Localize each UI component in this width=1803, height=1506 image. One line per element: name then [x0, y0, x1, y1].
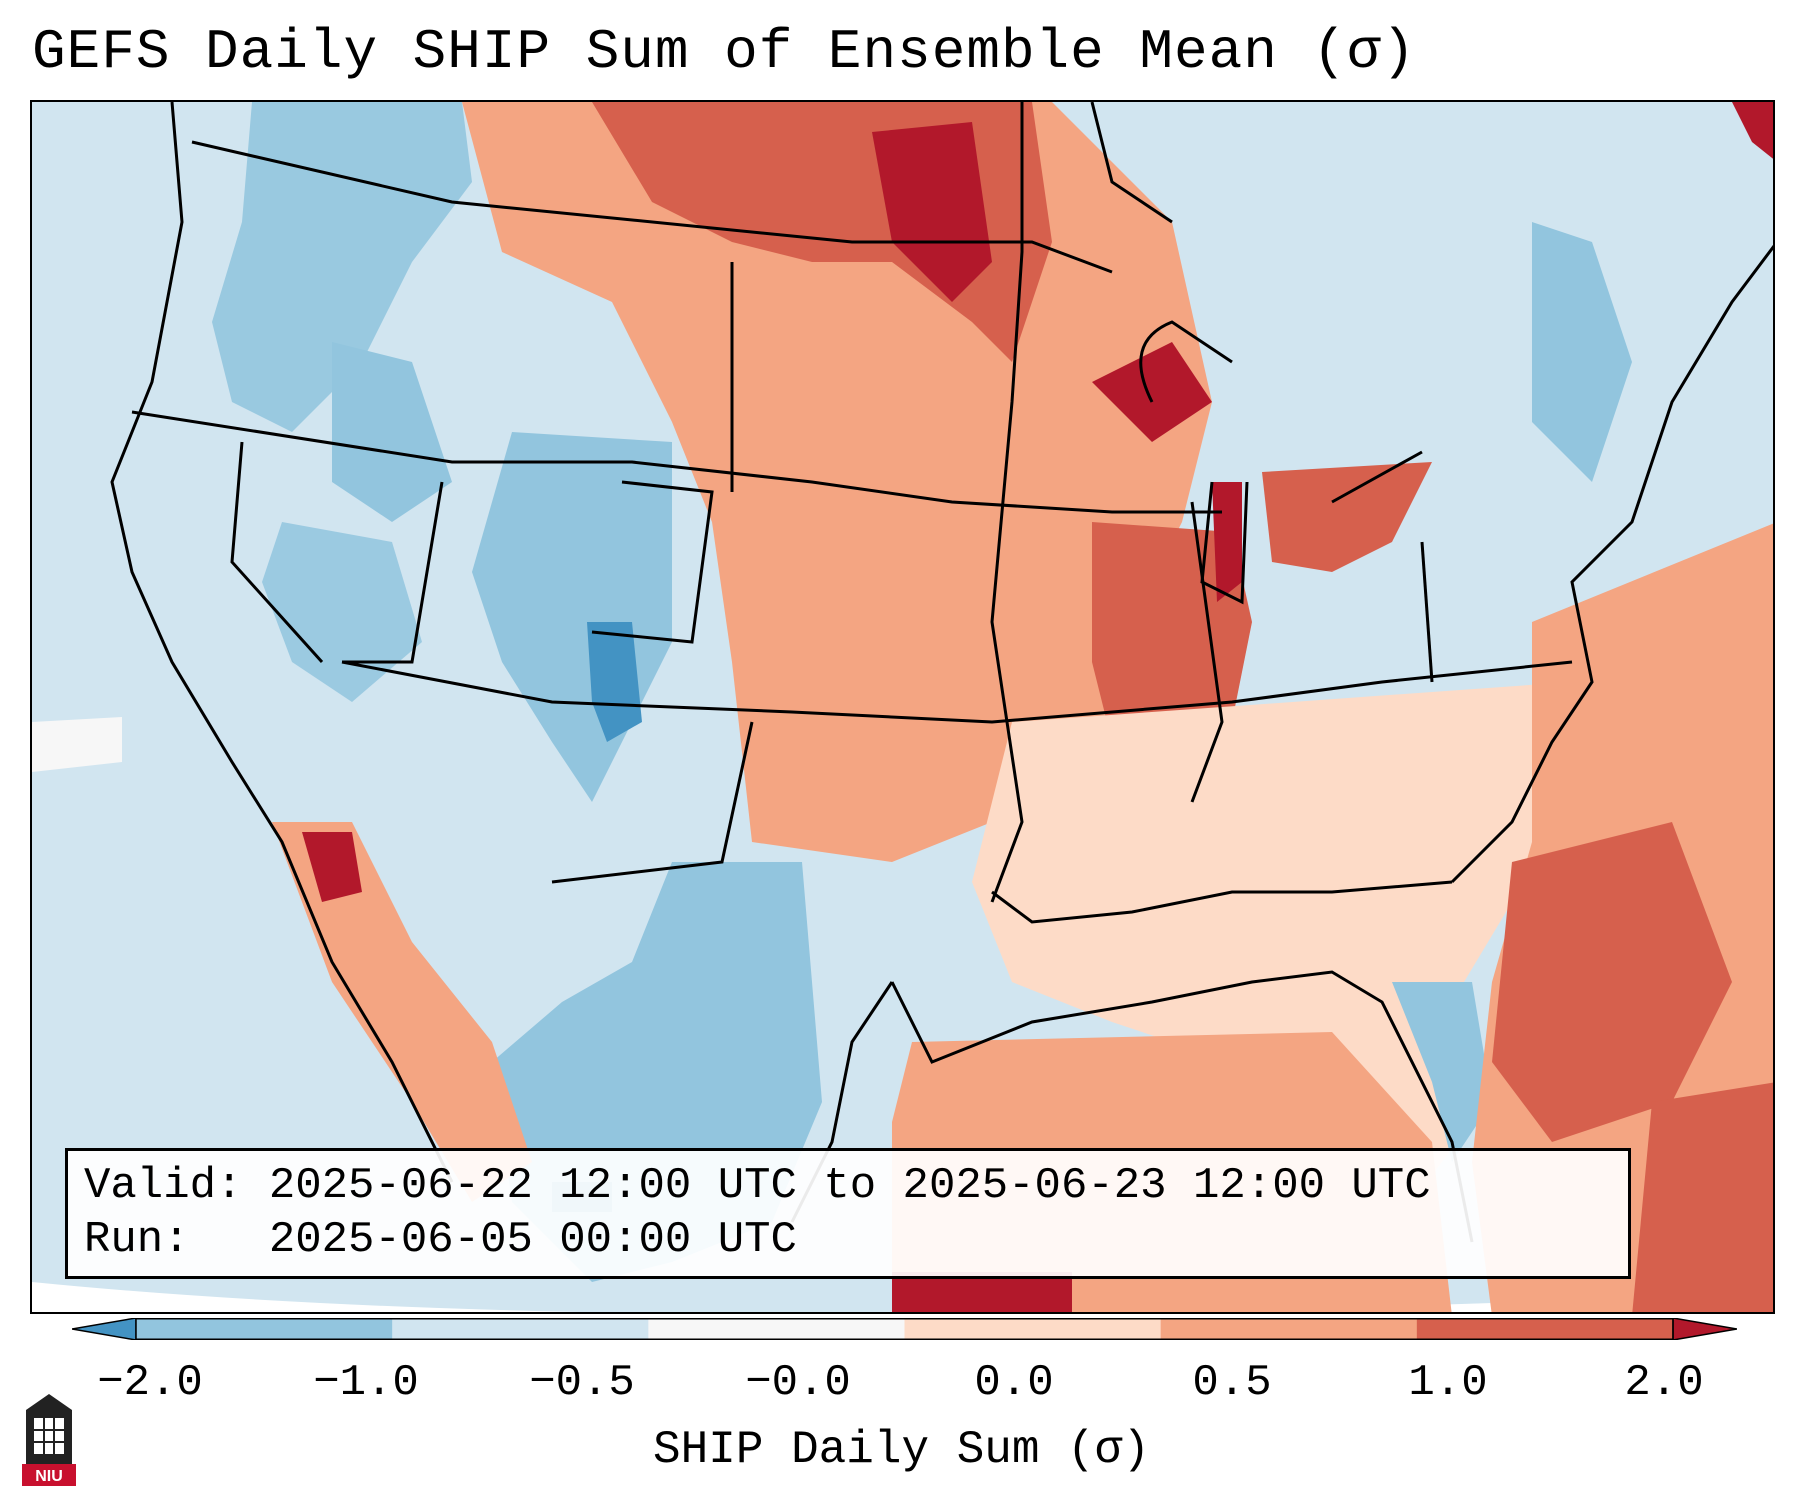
run-time-text: Run: 2025-06-05 00:00 UTC: [84, 1215, 797, 1265]
ne-corner-max: [1732, 102, 1773, 159]
gulf-coastline: [890, 970, 1474, 1243]
valid-time-text: Valid: 2025-06-22 12:00 UTC to 2025-06-2…: [84, 1161, 1431, 1211]
colorbar-extend-high: [1672, 1318, 1737, 1340]
map-panel: [30, 100, 1775, 1314]
quebec-negative-region: [1532, 222, 1632, 482]
canada-border: [191, 140, 1113, 274]
colorbar-outline: [135, 1318, 1674, 1340]
gulf-coast-states: [991, 880, 1453, 924]
socal-max-positive: [302, 832, 362, 902]
utah-border: [342, 481, 444, 664]
colorbar-segment: [392, 1318, 649, 1340]
atlantic-strong-positive: [1492, 822, 1732, 1142]
lake-erie-outline: [1331, 450, 1423, 504]
state-line-mid: [341, 660, 1573, 724]
niu-logo-icon: NIU: [22, 1394, 76, 1486]
florida-negative-region: [1392, 982, 1492, 1162]
nw-negative-region: [212, 102, 472, 432]
lake-superior-outline: [1139, 320, 1233, 403]
colorbar-tick-label: 0.0: [974, 1358, 1054, 1408]
map-title: GEFS Daily SHIP Sum of Ensemble Mean (σ): [32, 20, 1417, 84]
michigan-ohio-positive: [1262, 462, 1432, 572]
lake-michigan-outline: [1200, 481, 1249, 605]
colorbar-segment: [904, 1318, 1162, 1340]
colorbar-tick-label: 2.0: [1624, 1358, 1704, 1408]
colorado-strong-negative: [587, 622, 642, 742]
hudson-bay-edge: [1090, 102, 1173, 224]
colorbar-segment: [1160, 1318, 1418, 1340]
colorbar-label: SHIP Daily Sum (σ): [653, 1424, 1150, 1476]
idaho-negative-region: [332, 342, 452, 522]
ohio-border: [1420, 541, 1434, 683]
colorbar-tick-label: −0.0: [745, 1358, 851, 1408]
central-state-divider: [990, 102, 1024, 903]
ship-anomaly-map: [32, 102, 1773, 1312]
neutral-patch: [32, 717, 122, 772]
nevada-negative-region: [262, 522, 422, 702]
atlantic-coastline: [1450, 244, 1773, 884]
lake-superior-max: [1092, 342, 1212, 442]
boundaries: [110, 102, 1773, 1243]
valid-run-info-box: Valid: 2025-06-22 12:00 UTC to 2025-06-2…: [65, 1148, 1631, 1279]
colorbar-segment: [136, 1318, 393, 1340]
manitoba-max-positive: [872, 122, 992, 302]
logo-text: NIU: [35, 1468, 63, 1485]
colorado-border: [591, 480, 714, 644]
colorbar-tick-label: 0.5: [1192, 1358, 1272, 1408]
logo-window: [34, 1418, 64, 1454]
gulf-max-positive: [892, 1272, 1072, 1312]
baja-positive-region: [272, 822, 532, 1202]
state-line-north: [131, 410, 1222, 514]
new-mexico-border: [551, 721, 754, 884]
colorbar-tick-label: 1.0: [1408, 1358, 1488, 1408]
nevada-border: [230, 441, 324, 664]
colorbar: [72, 1318, 1737, 1340]
colorbar-segment: [1416, 1318, 1674, 1340]
pacific-coastline: [110, 102, 454, 1183]
colorbar-tick-label: −2.0: [97, 1358, 203, 1408]
logo-window-grid: [34, 1418, 64, 1454]
caribbean-strong-positive: [1632, 1082, 1773, 1312]
colorbar-extend-low: [72, 1318, 137, 1340]
logo-banner: [22, 1464, 76, 1486]
colorbar-segment: [648, 1318, 905, 1340]
colorbar-tick-label: −1.0: [313, 1358, 419, 1408]
colorbar-tick-label: −0.5: [529, 1358, 635, 1408]
lake-michigan-max: [1212, 482, 1242, 602]
